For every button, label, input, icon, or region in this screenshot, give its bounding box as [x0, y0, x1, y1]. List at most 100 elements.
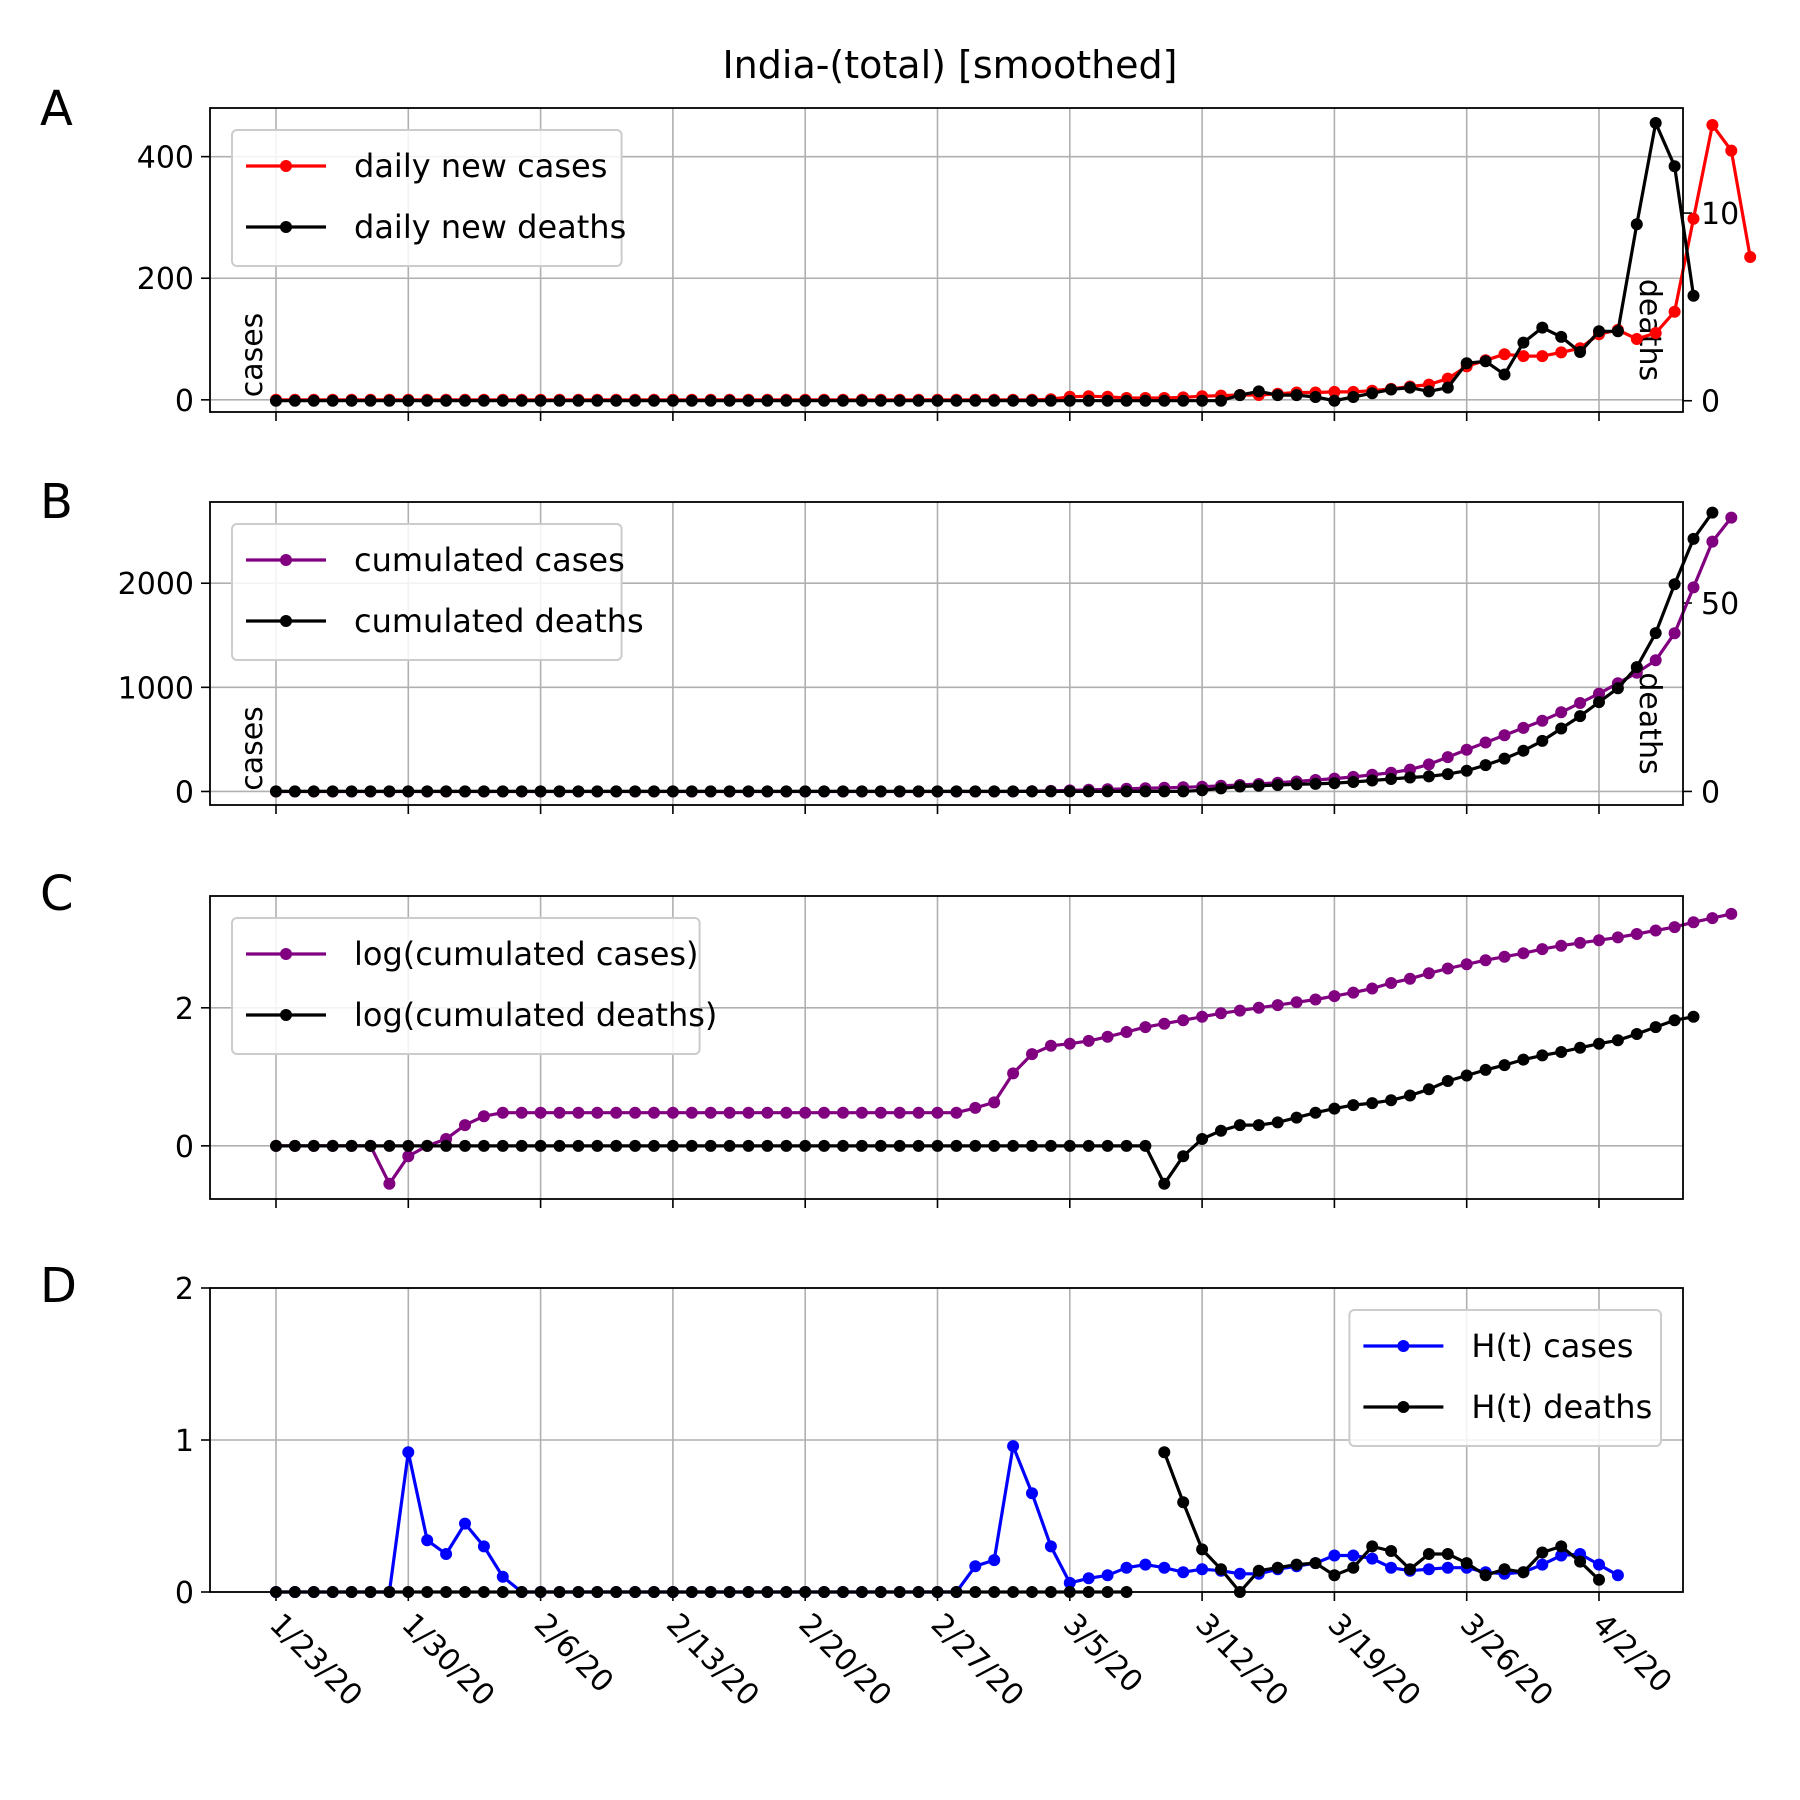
data-point: [1252, 385, 1265, 398]
legend: daily new cases daily new deaths: [231, 129, 626, 267]
data-point: [1574, 1555, 1587, 1568]
data-point: [1422, 385, 1435, 398]
data-point: [988, 1096, 1001, 1109]
y-tick-label: 0: [175, 384, 194, 419]
data-point: [288, 785, 301, 798]
data-point: [515, 785, 528, 798]
data-point: [1555, 346, 1568, 359]
data-point: [931, 785, 944, 798]
data-point: [1498, 729, 1511, 742]
data-point: [1120, 394, 1133, 407]
data-point: [1177, 1566, 1190, 1579]
data-point: [459, 1517, 471, 1530]
data-point: [1460, 1557, 1473, 1570]
data-point: [1611, 1034, 1624, 1047]
data-point: [1120, 1561, 1133, 1574]
data-point: [1196, 1133, 1209, 1145]
data-point: [837, 1106, 849, 1119]
y2-tick-label: 10: [1701, 197, 1739, 232]
data-point: [1196, 1010, 1209, 1023]
data-point: [723, 1139, 736, 1152]
data-point: [761, 785, 774, 798]
legend-label: daily new cases: [354, 147, 607, 185]
data-point: [818, 1139, 831, 1152]
data-point: [1555, 1046, 1568, 1058]
legend-swatch-marker: [1397, 1401, 1410, 1413]
data-point: [1706, 912, 1719, 925]
data-point: [1271, 779, 1284, 791]
data-point: [1517, 336, 1530, 349]
data-point: [1177, 1496, 1190, 1509]
data-point: [855, 1139, 868, 1152]
data-point: [1649, 117, 1662, 129]
data-point: [1479, 1569, 1492, 1582]
data-point: [421, 785, 434, 798]
data-point: [1158, 394, 1171, 407]
data-point: [515, 394, 528, 407]
data-point: [1422, 967, 1435, 980]
data-point: [931, 1106, 944, 1119]
data-point: [1479, 355, 1492, 368]
data-point: [950, 1139, 963, 1152]
data-point: [1007, 785, 1020, 798]
data-point: [591, 785, 604, 798]
data-point: [666, 394, 679, 407]
data-point: [1536, 1546, 1549, 1559]
series-log-cumulated-deaths-: [270, 1010, 1700, 1190]
data-point: [1007, 1440, 1020, 1453]
data-point: [477, 1540, 490, 1553]
x-tick-label: 2/13/20: [659, 1607, 766, 1714]
data-point: [1441, 381, 1454, 394]
data-point: [1555, 939, 1568, 952]
data-point: [1649, 627, 1662, 640]
data-point: [1479, 1063, 1492, 1076]
y-tick-label: 2: [175, 1272, 194, 1307]
data-point: [1233, 1004, 1246, 1017]
data-point: [1441, 962, 1454, 975]
legend-swatch-marker: [280, 615, 292, 627]
data-point: [1725, 144, 1738, 157]
panel-label: A: [40, 81, 73, 137]
data-point: [572, 1139, 585, 1152]
data-point: [1687, 532, 1700, 545]
series-cumulated-deaths: [270, 506, 1719, 798]
data-point: [1706, 119, 1719, 131]
data-point: [1252, 779, 1265, 792]
data-point: [1007, 1139, 1020, 1152]
data-point: [1252, 1564, 1265, 1577]
data-point: [1120, 785, 1133, 798]
data-point: [610, 1139, 623, 1152]
data-point: [1668, 1014, 1681, 1027]
data-point: [1668, 627, 1681, 640]
data-point: [874, 785, 887, 798]
data-point: [1536, 350, 1549, 363]
data-point: [1574, 697, 1587, 709]
data-point: [591, 1139, 604, 1152]
data-point: [818, 785, 831, 798]
data-point: [1498, 1563, 1511, 1576]
legend-swatch-marker: [280, 221, 292, 233]
data-point: [1687, 289, 1700, 302]
data-point: [421, 394, 434, 407]
data-point: [345, 1139, 358, 1152]
data-point: [912, 1106, 925, 1119]
data-point: [1101, 394, 1114, 407]
y-tick-label: 0: [175, 1576, 194, 1611]
data-point: [1687, 212, 1700, 225]
data-point: [874, 1139, 887, 1152]
y2-axis-label: deaths: [1632, 279, 1667, 381]
data-point: [1252, 1001, 1265, 1014]
data-point: [477, 785, 490, 798]
data-point: [1063, 394, 1076, 407]
data-point: [1290, 1111, 1303, 1124]
data-point: [440, 1139, 453, 1152]
data-point: [1328, 1102, 1341, 1115]
y-axis-label: cases: [235, 706, 270, 791]
legend-swatch-marker: [1397, 1340, 1410, 1352]
data-point: [1082, 1034, 1095, 1047]
data-point: [1196, 394, 1209, 407]
legend-box: [231, 523, 623, 661]
data-point: [1215, 782, 1227, 795]
